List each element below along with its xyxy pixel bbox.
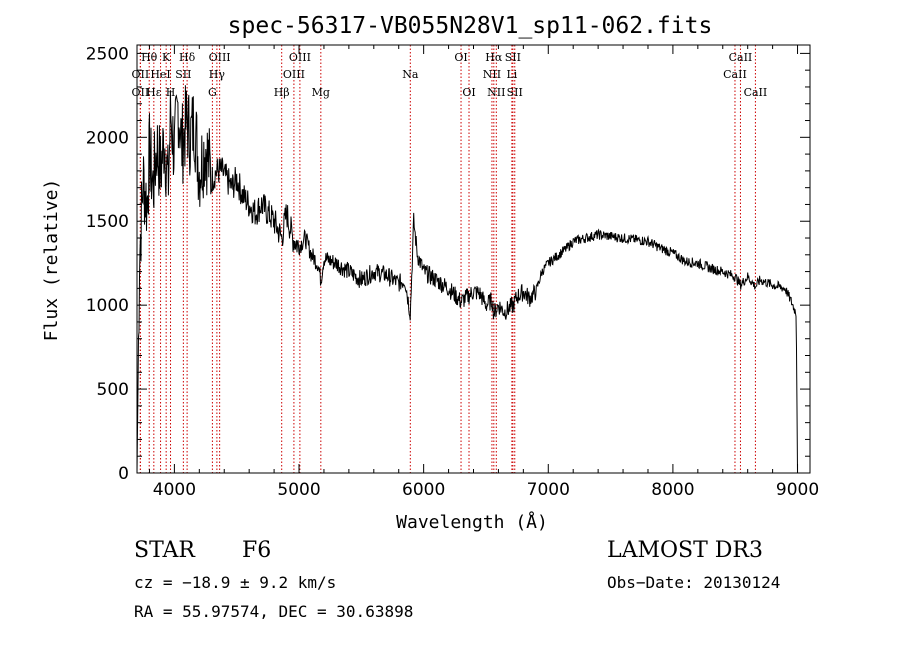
line-marker-label: OI bbox=[462, 86, 475, 99]
line-marker-label: OIII bbox=[289, 51, 311, 64]
line-marker-label: CaII bbox=[729, 51, 753, 64]
line-marker-label: Hδ bbox=[179, 51, 196, 64]
y-tick-label: 2000 bbox=[86, 128, 129, 148]
line-marker-label: Li bbox=[506, 68, 517, 81]
redshift-cz: cz = −18.9 ± 9.2 km/s bbox=[134, 573, 337, 592]
line-marker-label: SII bbox=[175, 68, 191, 81]
line-marker-label: G bbox=[208, 86, 217, 99]
y-tick-label: 500 bbox=[97, 380, 129, 400]
y-tick-label: 0 bbox=[118, 464, 129, 484]
x-tick-label: 9000 bbox=[776, 480, 819, 500]
x-tick-label: 7000 bbox=[527, 480, 570, 500]
x-tick-label: 8000 bbox=[651, 480, 694, 500]
line-marker-label: SII bbox=[505, 51, 521, 64]
x-tick-label: 4000 bbox=[153, 480, 196, 500]
line-marker-label: Mg bbox=[312, 86, 330, 99]
object-class: STAR bbox=[134, 538, 195, 563]
line-marker-label: Hβ bbox=[274, 86, 290, 99]
y-tick-label: 1500 bbox=[86, 212, 129, 232]
y-tick-label: 1000 bbox=[86, 296, 129, 316]
line-marker-label: OI bbox=[454, 51, 467, 64]
y-axis: 0 500 1000 1500 2000 2500 bbox=[86, 44, 810, 484]
line-marker-label: HeI bbox=[150, 68, 170, 81]
line-markers bbox=[139, 45, 756, 473]
line-marker-label: Na bbox=[402, 68, 419, 81]
x-axis-label: Wavelength (Å) bbox=[396, 511, 548, 533]
line-marker-label: NII bbox=[483, 68, 501, 81]
line-marker-label: Hθ bbox=[141, 51, 158, 64]
y-tick-label: 2500 bbox=[86, 44, 129, 64]
line-marker-label: Hα bbox=[485, 51, 503, 64]
ra-dec: RA = 55.97574, DEC = 30.63898 bbox=[134, 602, 414, 621]
obs-date: Obs−Date: 20130124 bbox=[607, 573, 781, 592]
line-marker-label: OIII bbox=[209, 51, 231, 64]
x-axis: 4000 5000 6000 7000 8000 9000 bbox=[148, 45, 819, 500]
x-tick-label: 5000 bbox=[277, 480, 320, 500]
line-marker-label: Hε bbox=[146, 86, 162, 99]
line-marker-label: CaII bbox=[723, 68, 747, 81]
line-marker-label: OII bbox=[132, 68, 150, 81]
object-subclass: F6 bbox=[242, 538, 272, 563]
line-marker-label: K bbox=[162, 51, 171, 64]
line-marker-label: OII bbox=[132, 86, 150, 99]
plot-frame bbox=[136, 44, 811, 474]
line-marker-label: SII bbox=[507, 86, 523, 99]
line-marker-label: NII bbox=[487, 86, 505, 99]
x-tick-label: 6000 bbox=[402, 480, 445, 500]
line-marker-label: Hγ bbox=[209, 68, 226, 81]
line-marker-label: OIII bbox=[283, 68, 305, 81]
line-marker-label: CaII bbox=[744, 86, 768, 99]
y-axis-label: Flux (relative) bbox=[41, 179, 62, 342]
spectrum-line bbox=[136, 85, 798, 474]
survey-name: LAMOST DR3 bbox=[607, 538, 763, 563]
chart-title: spec-56317-VB055N28V1_sp11-062.fits bbox=[228, 13, 713, 39]
